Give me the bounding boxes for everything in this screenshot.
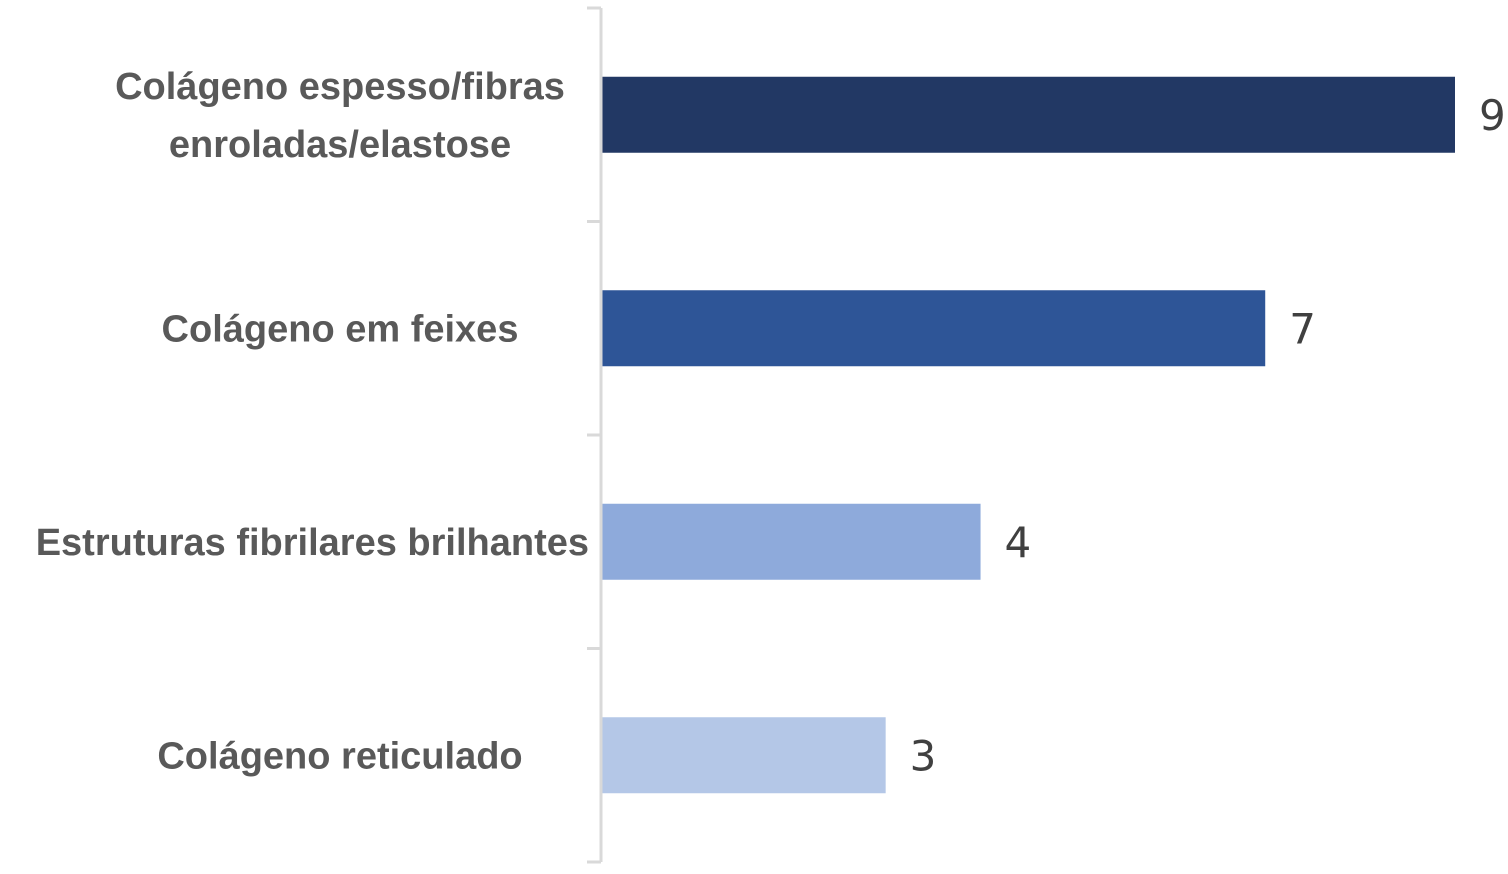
category-labels: Colágeno espesso/fibras enroladas/elastos… <box>36 66 589 778</box>
bar <box>601 290 1266 367</box>
bars <box>601 76 1455 794</box>
category-label: Colágeno espesso/fibras <box>115 66 565 108</box>
value-labels: 9 7 4 3 <box>910 91 1506 781</box>
category-label: Colágeno reticulado <box>157 735 522 777</box>
category-label: Estruturas fibrilares brilhantes <box>36 522 589 564</box>
data-label: 9 <box>1479 91 1506 140</box>
bar <box>601 503 981 580</box>
bar <box>601 76 1455 153</box>
category-label: Colágeno em feixes <box>162 308 519 350</box>
category-label: enroladas/elastose <box>169 124 511 166</box>
data-label: 4 <box>1005 518 1032 567</box>
axis-ticks <box>587 6 601 864</box>
bar <box>601 717 886 794</box>
data-label: 7 <box>1289 304 1316 353</box>
data-label: 3 <box>910 731 937 780</box>
